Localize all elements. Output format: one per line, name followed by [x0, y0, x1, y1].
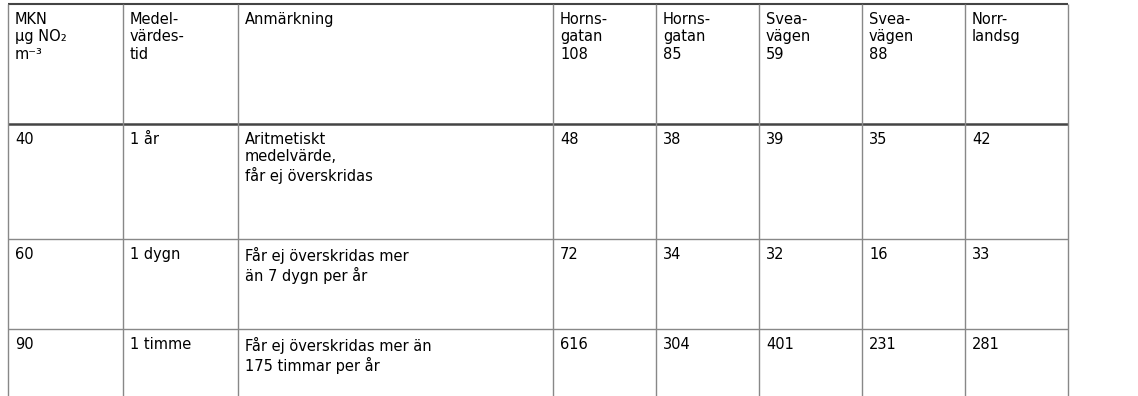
- Text: 281: 281: [972, 337, 1000, 352]
- Text: MKN
μg NO₂
m⁻³: MKN μg NO₂ m⁻³: [15, 12, 67, 62]
- Text: 39: 39: [766, 132, 784, 147]
- Text: 34: 34: [663, 247, 682, 262]
- Text: Norr-
landsg: Norr- landsg: [972, 12, 1021, 44]
- Text: Anmärkning: Anmärkning: [245, 12, 335, 27]
- Text: 616: 616: [560, 337, 587, 352]
- Text: Svea-
vägen
59: Svea- vägen 59: [766, 12, 811, 62]
- Text: 35: 35: [869, 132, 888, 147]
- Text: Svea-
vägen
88: Svea- vägen 88: [869, 12, 914, 62]
- Text: 90: 90: [15, 337, 34, 352]
- Text: 42: 42: [972, 132, 990, 147]
- Text: 72: 72: [560, 247, 579, 262]
- Text: 1 år: 1 år: [130, 132, 159, 147]
- Text: Får ej överskridas mer än
175 timmar per år: Får ej överskridas mer än 175 timmar per…: [245, 337, 431, 374]
- Text: 48: 48: [560, 132, 578, 147]
- Text: 40: 40: [15, 132, 34, 147]
- Text: 1 dygn: 1 dygn: [130, 247, 181, 262]
- Text: 32: 32: [766, 247, 784, 262]
- Text: 231: 231: [869, 337, 897, 352]
- Text: Medel-
värdes-
tid: Medel- värdes- tid: [130, 12, 184, 62]
- Text: 304: 304: [663, 337, 691, 352]
- Text: 1 timme: 1 timme: [130, 337, 191, 352]
- Text: Horns-
gatan
85: Horns- gatan 85: [663, 12, 711, 62]
- Text: Aritmetiskt
medelvärde,
får ej överskridas: Aritmetiskt medelvärde, får ej överskrid…: [245, 132, 373, 184]
- Text: 33: 33: [972, 247, 990, 262]
- Text: 38: 38: [663, 132, 682, 147]
- Text: Horns-
gatan
108: Horns- gatan 108: [560, 12, 608, 62]
- Text: 401: 401: [766, 337, 794, 352]
- Text: 16: 16: [869, 247, 888, 262]
- Text: Får ej överskridas mer
än 7 dygn per år: Får ej överskridas mer än 7 dygn per år: [245, 247, 409, 284]
- Text: 60: 60: [15, 247, 34, 262]
